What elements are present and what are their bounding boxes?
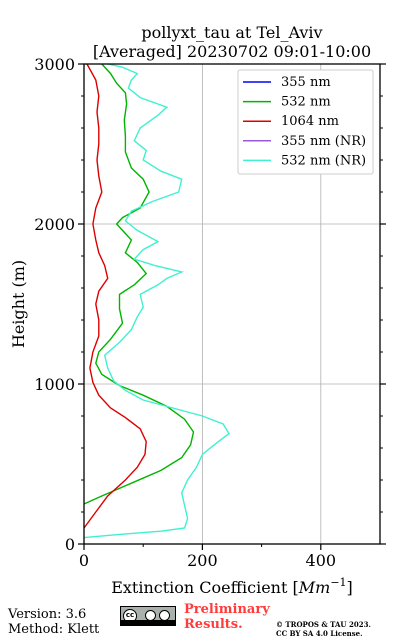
x-tick-label: 400 bbox=[306, 551, 337, 570]
x-axis-label-exp: −1 bbox=[330, 576, 346, 589]
creative-commons-by-sa-icon: cc bbox=[120, 606, 176, 626]
preliminary-notice: Preliminary Results. bbox=[184, 602, 270, 632]
legend-label: 532 nm bbox=[281, 95, 331, 110]
y-tick-label: 2000 bbox=[34, 215, 75, 234]
x-tick-label: 200 bbox=[187, 551, 218, 570]
series-line-532-nm-nr bbox=[84, 64, 230, 539]
x-tick-label: 0 bbox=[79, 551, 89, 570]
y-tick-label: 0 bbox=[65, 535, 75, 554]
preliminary-line-2: Results. bbox=[184, 617, 243, 632]
legend-label: 1064 nm bbox=[281, 114, 339, 129]
legend: 355 nm 532 nm 1064 nm 355 nm (NR) 532 nm (NR… bbox=[237, 69, 374, 175]
series-line-532-nm bbox=[84, 64, 195, 505]
chart-title: pollyxt_tau at Tel_Aviv bbox=[141, 23, 322, 42]
series-line-1064-nm bbox=[84, 64, 147, 529]
copyright-notice: © TROPOS & TAU 2023. CC BY SA 4.0 Licens… bbox=[276, 620, 371, 638]
x-axis-label-main: Extinction Coefficient [ bbox=[111, 578, 299, 597]
ticks: 0 200 400 0 1000 2000 3000 bbox=[34, 55, 386, 570]
y-tick-label: 3000 bbox=[34, 55, 75, 74]
chart-subtitle: [Averaged] 20230702 09:01-10:00 bbox=[93, 42, 371, 61]
legend-label: 355 nm (NR) bbox=[281, 134, 366, 149]
x-axis-label-close: ] bbox=[347, 578, 353, 597]
copyright-line-1: © TROPOS & TAU 2023. bbox=[276, 620, 371, 629]
version-label: Version: 3.6 bbox=[8, 607, 87, 622]
y-axis-label: Height (m) bbox=[9, 260, 28, 348]
series-layer bbox=[84, 64, 230, 539]
x-axis-label: Extinction Coefficient [Mm−1] bbox=[111, 576, 353, 597]
badge-strip bbox=[121, 620, 175, 625]
x-axis-label-unit: Mm bbox=[298, 578, 331, 597]
legend-box bbox=[237, 69, 374, 175]
y-tick-label: 1000 bbox=[34, 375, 75, 394]
plot-frame bbox=[83, 63, 381, 545]
legend-label: 355 nm bbox=[281, 75, 331, 90]
preliminary-line-1: Preliminary bbox=[184, 602, 270, 617]
method-label: Method: Klett bbox=[8, 622, 100, 637]
copyright-line-2: CC BY SA 4.0 License. bbox=[276, 629, 363, 638]
legend-label: 532 nm (NR) bbox=[281, 153, 366, 168]
